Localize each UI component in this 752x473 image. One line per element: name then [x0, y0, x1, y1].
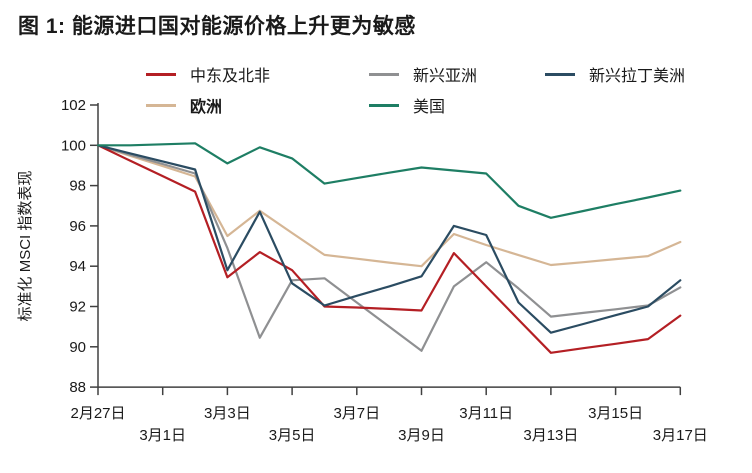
- y-tick-label: 98: [69, 178, 86, 195]
- x-tick-label: 3月5日: [269, 427, 316, 444]
- y-tick-label: 96: [69, 218, 86, 235]
- x-tick-label: 3月11日: [459, 405, 513, 422]
- legend-swatch: [369, 103, 399, 107]
- x-tick-label: 3月15日: [588, 405, 643, 422]
- legend-item: 美国: [369, 95, 545, 116]
- legend-item: 欧洲: [146, 95, 369, 116]
- legend: 中东及北非 新兴亚洲 新兴拉丁美洲欧洲 美国: [146, 64, 686, 116]
- y-axis-title: 标准化 MSCI 指数表现: [17, 171, 34, 322]
- legend-swatch: [369, 72, 399, 76]
- legend-item: 新兴亚洲: [369, 64, 545, 85]
- legend-label: 新兴亚洲: [413, 68, 478, 85]
- series-line: [96, 144, 682, 352]
- series-line: [96, 144, 682, 354]
- legend-swatch: [146, 103, 176, 107]
- x-tick-label: 3月3日: [204, 405, 251, 422]
- y-tick-label: 88: [69, 379, 86, 396]
- legend-swatch: [545, 72, 575, 76]
- y-tick-label: 90: [69, 339, 86, 356]
- y-tick-label: 92: [69, 299, 86, 316]
- legend-label: 美国: [413, 99, 446, 116]
- x-tick-label: 3月17日: [653, 427, 708, 444]
- x-tick-label: 3月7日: [333, 405, 380, 422]
- legend-label: 新兴拉丁美洲: [589, 68, 686, 85]
- y-tick-label: 102: [61, 97, 86, 114]
- series-line: [96, 144, 682, 334]
- y-tick-label: 94: [69, 258, 86, 275]
- legend-label: 欧洲: [190, 99, 223, 116]
- legend-swatch: [146, 72, 176, 76]
- y-tick-label: 100: [61, 137, 86, 154]
- x-tick-label: 3月13日: [523, 427, 578, 444]
- legend-item: 新兴拉丁美洲: [545, 64, 686, 85]
- legend-label: 中东及北非: [190, 68, 271, 85]
- figure-title: 图 1: 能源进口国对能源价格上升更为敏感: [18, 15, 416, 38]
- x-tick-label: 3月9日: [398, 427, 445, 444]
- x-tick-label: 3月1日: [139, 427, 186, 444]
- series-line: [96, 144, 682, 268]
- series-line: [96, 142, 682, 219]
- x-tick-label: 2月27日: [70, 405, 125, 422]
- legend-item: 中东及北非: [146, 64, 369, 85]
